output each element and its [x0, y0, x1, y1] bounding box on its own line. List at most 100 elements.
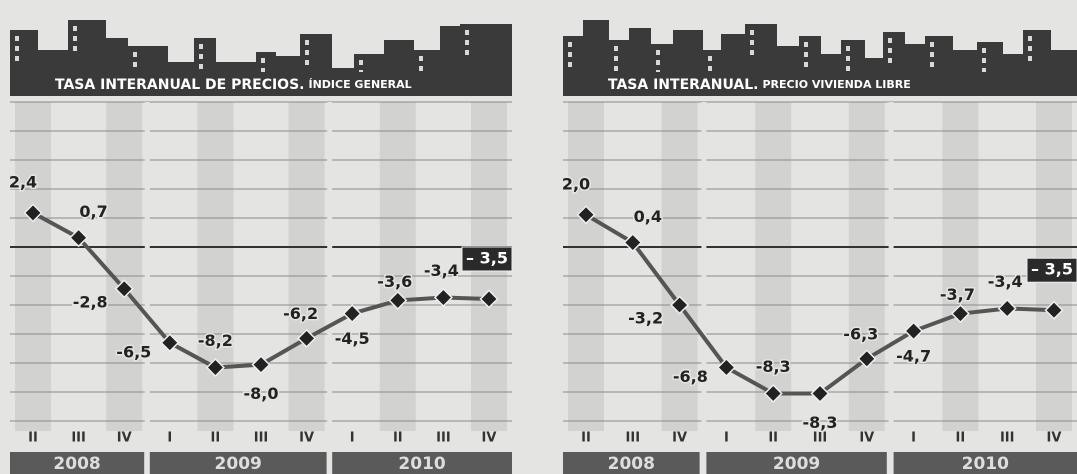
window — [133, 62, 137, 67]
panel: TASA INTERANUAL DE PRECIOS.ÍNDICE GENERA… — [9, 20, 512, 474]
window — [930, 62, 934, 67]
window — [750, 50, 754, 55]
x-tick-label: III — [254, 431, 269, 446]
x-tick-label: IV — [117, 431, 132, 446]
window — [199, 54, 203, 59]
line — [586, 215, 1054, 394]
window — [982, 58, 986, 63]
x-tick-label: II — [581, 431, 591, 446]
value-label: -3,7 — [940, 285, 975, 304]
window — [465, 50, 469, 55]
value-label: -8,3 — [756, 357, 791, 376]
window — [846, 46, 850, 51]
value-label: 2,4 — [9, 172, 37, 191]
value-label: -8,0 — [244, 384, 279, 403]
column-shade — [942, 102, 978, 431]
x-tick-label: II — [393, 431, 403, 446]
window — [708, 56, 712, 61]
marker — [999, 300, 1016, 317]
column-shade — [15, 102, 51, 431]
x-tick-label: IV — [299, 431, 314, 446]
value-label: -8,2 — [198, 331, 233, 350]
window — [568, 52, 572, 57]
x-tick-label: I — [167, 431, 172, 446]
window — [614, 66, 618, 71]
value-label: -4,7 — [896, 347, 931, 366]
x-tick-label: III — [813, 431, 828, 446]
window — [73, 26, 77, 31]
window — [750, 40, 754, 45]
window — [614, 46, 618, 51]
window — [568, 62, 572, 67]
marker — [253, 356, 270, 373]
value-label: -8,3 — [803, 413, 838, 432]
value-label: -6,2 — [283, 304, 318, 323]
window — [930, 42, 934, 47]
line — [33, 213, 489, 368]
window — [846, 56, 850, 61]
window — [15, 46, 19, 51]
window — [656, 60, 660, 65]
window — [804, 52, 808, 57]
x-tick-label: III — [626, 431, 641, 446]
title: TASA INTERANUAL. — [608, 77, 758, 93]
window — [888, 58, 892, 63]
column-shade — [568, 102, 604, 431]
window — [888, 38, 892, 43]
value-label: – 3,5 — [1031, 260, 1073, 279]
window — [199, 44, 203, 49]
window — [15, 56, 19, 61]
column-shade — [755, 102, 791, 431]
window — [73, 46, 77, 51]
x-tick-label: I — [911, 431, 916, 446]
separator — [327, 102, 332, 458]
year-label: 2009 — [773, 454, 820, 474]
window — [846, 66, 850, 71]
x-tick-label: IV — [672, 431, 687, 446]
page: TASA INTERANUAL DE PRECIOS.ÍNDICE GENERA… — [0, 0, 1077, 474]
window — [1028, 46, 1032, 51]
window — [15, 36, 19, 41]
column-shade — [197, 102, 233, 431]
year-label: 2010 — [962, 454, 1009, 474]
subtitle: PRECIO VIVIENDA LIBRE — [762, 78, 910, 91]
value-label: – 3,5 — [466, 248, 508, 267]
window — [982, 48, 986, 53]
window — [133, 52, 137, 57]
column-shade — [849, 102, 885, 431]
value-label: 2,0 — [562, 174, 590, 193]
x-tick-label: II — [768, 431, 778, 446]
separator — [701, 102, 706, 458]
window — [1028, 36, 1032, 41]
x-tick-label: III — [71, 431, 86, 446]
window — [305, 50, 309, 55]
marker — [344, 305, 361, 322]
chart-title: TASA INTERANUAL DE PRECIOS.ÍNDICE GENERA… — [55, 77, 412, 93]
value-label: -2,8 — [73, 292, 108, 311]
year-label: 2008 — [53, 454, 100, 474]
value-label: 0,4 — [634, 207, 662, 226]
window — [750, 30, 754, 35]
value-label: -6,3 — [843, 324, 878, 343]
window — [1028, 56, 1032, 61]
window — [804, 62, 808, 67]
panel: TASA INTERANUAL. PRECIO VIVIENDA LIBRE 200… — [562, 20, 1077, 474]
window — [568, 42, 572, 47]
year-label: 2008 — [608, 454, 655, 474]
x-tick-label: III — [436, 431, 451, 446]
separator — [889, 102, 894, 458]
window — [419, 66, 423, 71]
window — [261, 58, 265, 63]
window — [465, 30, 469, 35]
x-tick-label: I — [724, 431, 729, 446]
window — [708, 66, 712, 71]
value-label: -4,5 — [335, 329, 370, 348]
window — [305, 60, 309, 65]
window — [199, 64, 203, 69]
x-tick-label: IV — [859, 431, 874, 446]
window — [419, 56, 423, 61]
value-label: -6,8 — [673, 367, 708, 386]
column-shade — [106, 102, 142, 431]
subtitle: ÍNDICE GENERAL — [308, 78, 411, 91]
value-label: -3,2 — [628, 309, 663, 328]
